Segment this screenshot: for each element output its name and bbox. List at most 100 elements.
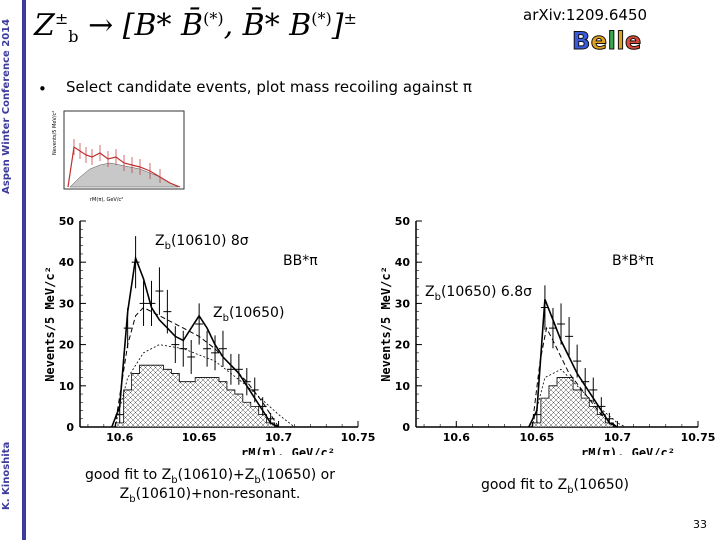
left-y-tick-label: 0 bbox=[66, 421, 74, 434]
left-y-tick-label: 40 bbox=[59, 256, 75, 269]
left-caption-a: good fit to Z bbox=[85, 467, 172, 483]
left-data-point bbox=[187, 339, 196, 374]
right-data-point bbox=[597, 397, 606, 416]
left-ann-zb10610-z: Z bbox=[155, 233, 165, 249]
right-total-fit bbox=[528, 299, 618, 428]
left-data-point bbox=[258, 397, 267, 416]
right-y-tick-label: 50 bbox=[395, 215, 411, 228]
right-data-point bbox=[589, 377, 598, 403]
left-caption-sub2: b bbox=[254, 474, 261, 486]
left-caption-sub1: b bbox=[171, 474, 178, 486]
left-caption-line2: Zb(10610)+non-resonant. bbox=[55, 486, 365, 505]
title-close: ] bbox=[331, 8, 344, 43]
right-ann-zb10650: Zb(10650) 6.8σ bbox=[425, 284, 532, 303]
bullet-marker: • bbox=[38, 80, 47, 98]
right-y-tick-label: 0 bbox=[402, 421, 410, 434]
left-data-point bbox=[195, 303, 204, 345]
thumbnail-points bbox=[73, 139, 161, 183]
left-caption-line1: good fit to Zb(10610)+Zb(10650) or bbox=[55, 467, 365, 486]
left-caption: good fit to Zb(10610)+Zb(10650) or Zb(10… bbox=[55, 467, 365, 505]
left-data-point bbox=[147, 280, 156, 326]
title-z: Z bbox=[34, 8, 55, 43]
belle-logo-letter: B bbox=[572, 27, 591, 56]
sidebar-rule bbox=[22, 0, 26, 540]
right-ann-zb-z: Z bbox=[425, 284, 435, 300]
left-ann-zb10610-sub: b bbox=[164, 240, 171, 252]
left-x-tick-label: 10.7 bbox=[265, 431, 292, 444]
right-y-tick-label: 30 bbox=[395, 297, 411, 310]
right-y-tick-label: 10 bbox=[395, 380, 411, 393]
title-part1: [B* B̄ bbox=[122, 8, 204, 43]
left-data-point bbox=[266, 412, 275, 425]
right-x-label: rM(π), GeV/c² bbox=[581, 446, 675, 455]
right-caption-b: (10650) bbox=[573, 477, 630, 493]
left-data-point bbox=[115, 407, 124, 422]
left-background-histogram bbox=[115, 364, 275, 428]
belle-logo-letter: e bbox=[625, 27, 642, 56]
right-x-tick-label: 10.75 bbox=[681, 431, 716, 444]
right-y-tick-label: 40 bbox=[395, 256, 411, 269]
left-data-point bbox=[139, 280, 148, 326]
left-zb-components-fit bbox=[114, 306, 280, 428]
right-non-resonant-fit bbox=[531, 368, 626, 428]
right-ann-zb-rest: (10650) 6.8σ bbox=[440, 284, 533, 300]
right-x-tick-label: 10.65 bbox=[519, 431, 554, 444]
right-data-point bbox=[605, 412, 614, 425]
left-data-point bbox=[155, 267, 164, 315]
right-x-tick-label: 10.6 bbox=[443, 431, 470, 444]
left-total-fit bbox=[111, 254, 279, 428]
left-data-point bbox=[234, 353, 243, 385]
conference-label: Aspen Winter Conference 2014 bbox=[1, 18, 12, 194]
title-close-sup: ± bbox=[343, 9, 357, 28]
title-z-sub: b bbox=[68, 27, 79, 46]
right-data-point bbox=[565, 317, 574, 356]
right-caption: good fit to Zb(10650) bbox=[440, 477, 670, 496]
left-data-point bbox=[131, 236, 140, 289]
right-data-point bbox=[557, 303, 566, 345]
left-y-label: Nevents/5 MeV/c² bbox=[43, 266, 57, 382]
right-plot: 0 10 20 30 40 50 10.6 10.65 10.7 10.75 rM(π), GeV/… bbox=[379, 215, 716, 455]
left-data-point bbox=[219, 330, 227, 367]
belle-logo-letter: e bbox=[590, 27, 608, 56]
title-part2-sup: (*) bbox=[311, 9, 332, 28]
author-label: K. Kinoshita bbox=[1, 441, 12, 510]
right-data-point bbox=[581, 368, 590, 396]
slide-title: Z±b → [B* B̄(*), B̄* B(*)]± bbox=[34, 8, 357, 46]
right-x-tick-label: 10.7 bbox=[604, 431, 631, 444]
left-ann-bbpi: BB*π bbox=[283, 253, 318, 269]
left-data-point bbox=[171, 326, 180, 364]
left-y-tick-label: 50 bbox=[59, 215, 75, 228]
left-caption-d: Z bbox=[119, 485, 130, 502]
belle-logo: Belle bbox=[572, 27, 642, 56]
left-data-point bbox=[163, 289, 172, 334]
left-ann-zb10610: Zb(10610) 8σ bbox=[155, 233, 249, 252]
left-x-tick-label: 10.75 bbox=[341, 431, 376, 444]
title-comma: , B̄* B bbox=[223, 8, 312, 43]
left-ann-zb10610-rest: (10610) 8σ bbox=[170, 233, 249, 249]
right-caption-a: good fit to Z bbox=[480, 477, 568, 493]
sidebar bbox=[0, 0, 22, 540]
left-data-point bbox=[203, 330, 212, 367]
bullet-text: Select candidate events, plot mass recoi… bbox=[66, 78, 472, 96]
thumbnail-xlabel: rM(π), GeV/c² bbox=[90, 197, 123, 203]
left-data-point bbox=[226, 353, 235, 385]
right-data-point bbox=[532, 407, 541, 422]
left-caption-sub3: b bbox=[129, 493, 136, 505]
title-z-sup: ± bbox=[54, 9, 69, 28]
right-data-point bbox=[548, 307, 557, 349]
left-x-tick-label: 10.6 bbox=[106, 431, 133, 444]
left-non-resonant-fit bbox=[114, 344, 295, 428]
left-y-tick-label: 20 bbox=[59, 339, 75, 352]
right-y-tick-label: 20 bbox=[395, 339, 411, 352]
title-arrow: → bbox=[88, 8, 114, 43]
arxiv-reference: arXiv:1209.6450 bbox=[523, 6, 648, 24]
left-ann-zb10650-rest: (10650) bbox=[228, 305, 285, 321]
right-caption-sub: b bbox=[567, 484, 574, 496]
left-x-tick-label: 10.65 bbox=[182, 431, 217, 444]
left-ann-zb10650-sub: b bbox=[222, 312, 229, 324]
left-y-tick-label: 10 bbox=[59, 380, 75, 393]
right-data-point bbox=[540, 285, 549, 330]
left-y-tick-label: 30 bbox=[59, 297, 75, 310]
left-data-point bbox=[211, 335, 219, 371]
left-x-label: rM(π), GeV/c² bbox=[241, 446, 335, 455]
